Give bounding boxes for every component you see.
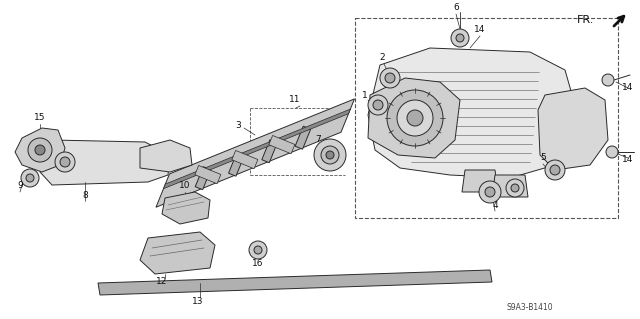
Text: 4: 4 <box>492 201 498 210</box>
Circle shape <box>511 184 519 192</box>
Circle shape <box>550 165 560 175</box>
Text: 14: 14 <box>474 26 486 34</box>
Polygon shape <box>262 140 277 163</box>
Polygon shape <box>492 175 528 197</box>
Bar <box>355 18 618 218</box>
Text: 3: 3 <box>235 121 241 130</box>
Circle shape <box>545 160 565 180</box>
Polygon shape <box>140 232 215 274</box>
Circle shape <box>380 68 400 88</box>
Text: S9A3-B1410: S9A3-B1410 <box>507 303 554 313</box>
Text: 10: 10 <box>179 182 191 190</box>
Text: 8: 8 <box>82 190 88 199</box>
Text: 5: 5 <box>540 153 546 162</box>
Circle shape <box>254 246 262 254</box>
Text: 11: 11 <box>289 95 301 105</box>
Polygon shape <box>295 126 310 149</box>
Text: 2: 2 <box>379 54 385 63</box>
Circle shape <box>249 241 267 259</box>
Polygon shape <box>98 270 492 295</box>
Circle shape <box>407 110 423 126</box>
Text: 14: 14 <box>622 84 634 93</box>
Circle shape <box>506 179 524 197</box>
Polygon shape <box>269 136 295 154</box>
Text: 16: 16 <box>252 259 264 269</box>
Circle shape <box>26 174 34 182</box>
Text: 12: 12 <box>156 278 168 286</box>
Circle shape <box>35 145 45 155</box>
Circle shape <box>479 181 501 203</box>
Text: 14: 14 <box>622 155 634 165</box>
Text: 1: 1 <box>362 91 368 100</box>
Polygon shape <box>140 140 192 172</box>
Circle shape <box>321 146 339 164</box>
Polygon shape <box>195 166 221 184</box>
Circle shape <box>602 74 614 86</box>
Circle shape <box>385 73 395 83</box>
Text: 13: 13 <box>192 298 204 307</box>
Text: FR.: FR. <box>577 15 594 25</box>
Circle shape <box>456 34 464 42</box>
Polygon shape <box>232 151 258 169</box>
Circle shape <box>21 169 39 187</box>
Circle shape <box>55 152 75 172</box>
Circle shape <box>368 95 388 115</box>
Circle shape <box>387 90 443 146</box>
Circle shape <box>373 100 383 110</box>
Polygon shape <box>228 153 244 176</box>
Circle shape <box>314 139 346 171</box>
Circle shape <box>451 29 469 47</box>
Text: 9: 9 <box>17 182 23 190</box>
Text: 6: 6 <box>453 4 459 12</box>
Circle shape <box>606 146 618 158</box>
Polygon shape <box>195 167 211 190</box>
Polygon shape <box>462 170 498 192</box>
Circle shape <box>326 151 334 159</box>
Circle shape <box>60 157 70 167</box>
Polygon shape <box>162 192 210 224</box>
Polygon shape <box>156 99 355 207</box>
Circle shape <box>397 100 433 136</box>
Circle shape <box>485 187 495 197</box>
Polygon shape <box>538 88 608 170</box>
Polygon shape <box>40 140 170 185</box>
Circle shape <box>28 138 52 162</box>
Text: 15: 15 <box>35 114 45 122</box>
Polygon shape <box>368 48 575 178</box>
Polygon shape <box>163 109 350 189</box>
Text: 7: 7 <box>315 136 321 145</box>
Polygon shape <box>368 78 460 158</box>
Polygon shape <box>15 128 65 172</box>
